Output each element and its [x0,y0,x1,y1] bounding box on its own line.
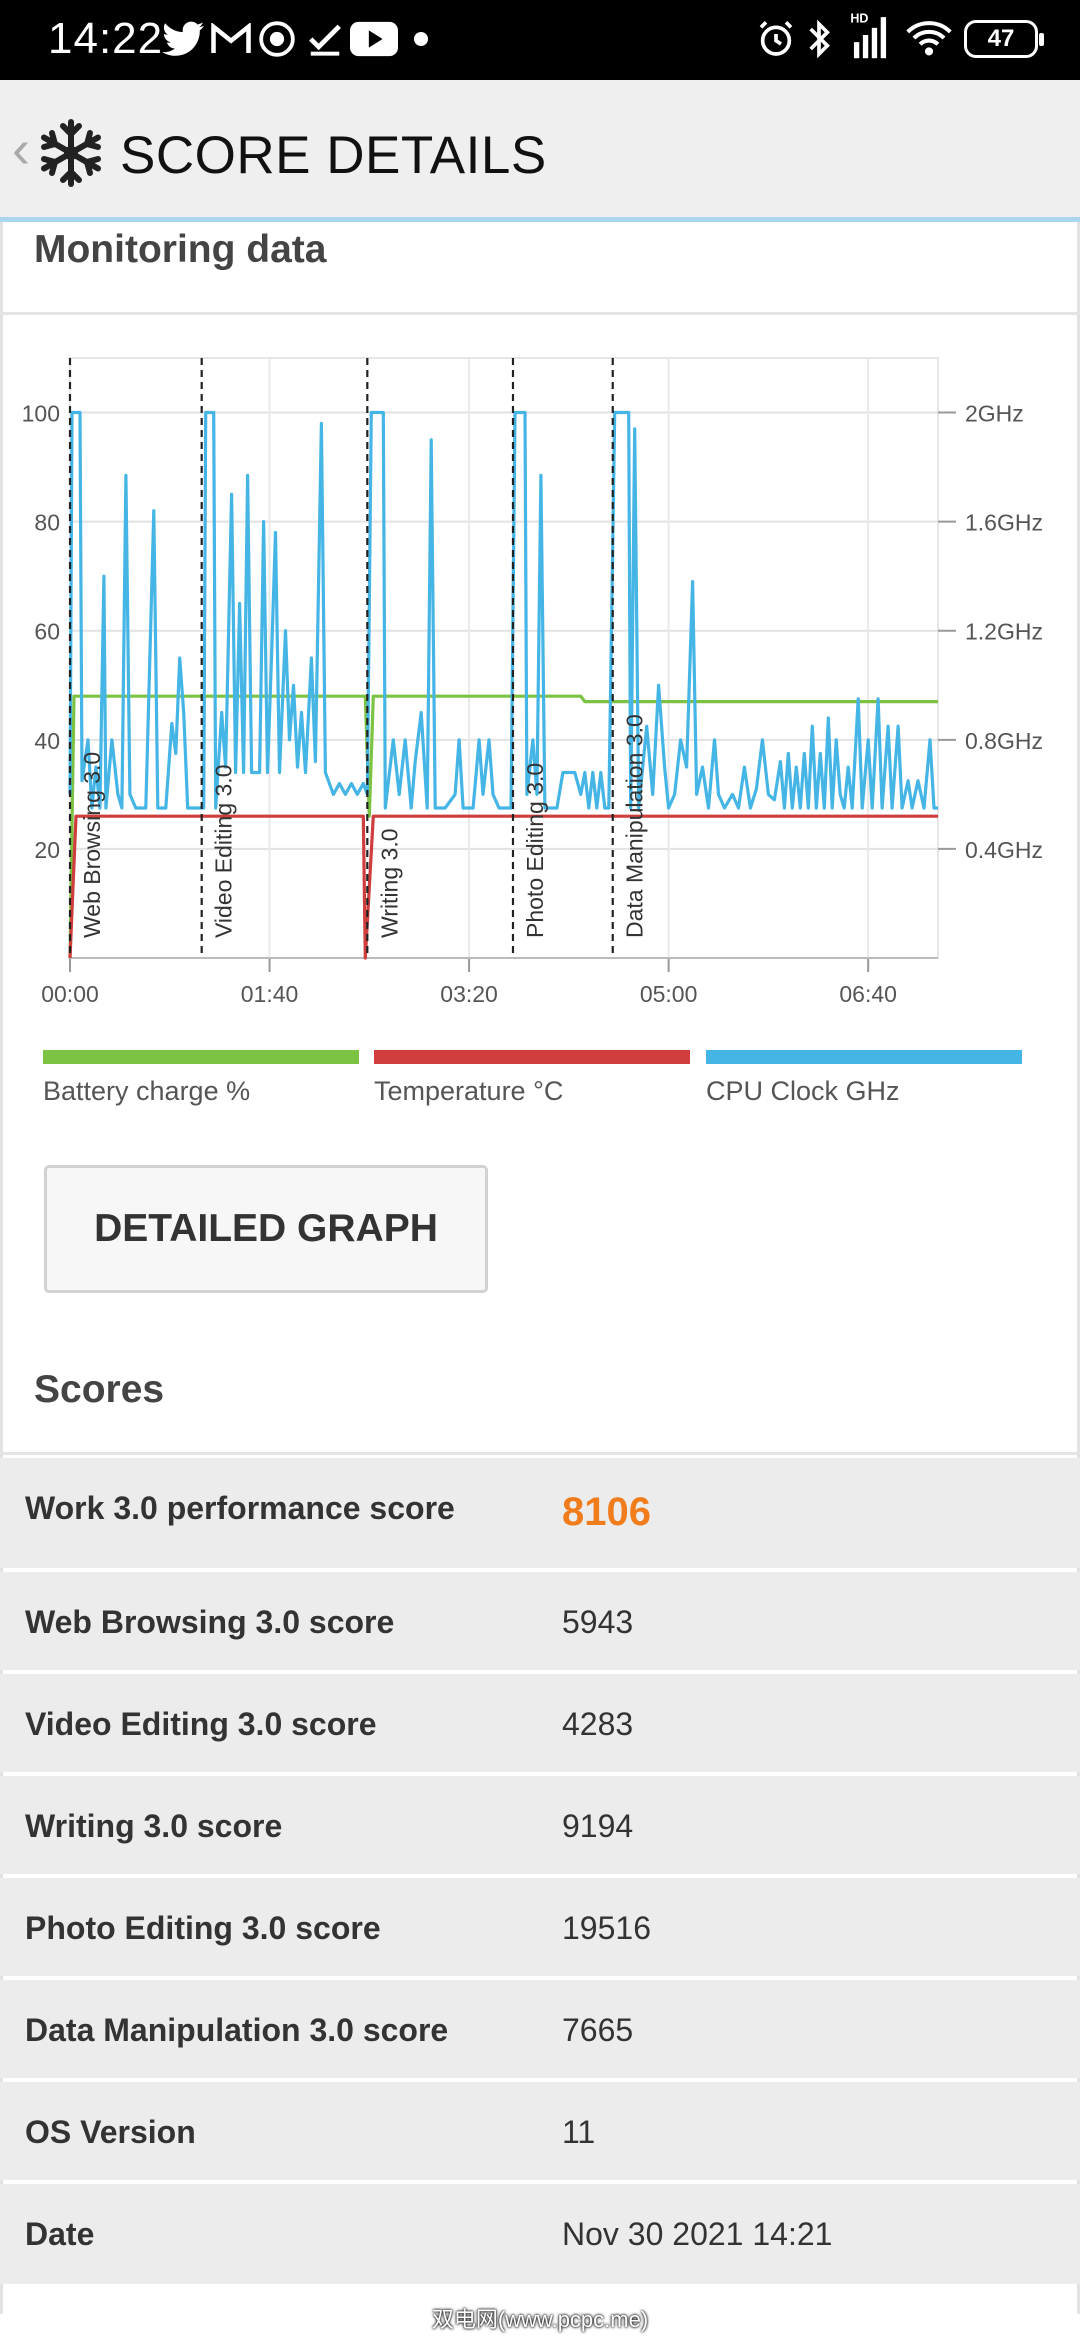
legend-swatch-temperature [374,1050,690,1064]
phase-marker-label: Photo Editing 3.0 [522,763,548,938]
signal-icon: HD [846,10,894,60]
legend-item-battery: Battery charge % [43,1050,359,1107]
watermark: 双电网(www.pcpc.me) [431,2307,649,2332]
status-bar: 14:22 HD 47 [0,0,1080,80]
legend-swatch-cpu-clock [706,1050,1022,1064]
notification-dot-icon [414,14,428,64]
score-value: 4283 [562,1706,634,1742]
monitoring-chart: 100 80 60 40 20 00:00 01:40 03:20 05:00 06:40 2GHz… [22,357,1043,1007]
phase-marker-label: Video Editing 3.0 [211,765,237,939]
score-value: 11 [562,2114,596,2150]
y-tick-label-right: 0.4GHz [965,837,1043,863]
chart-legend: Battery charge % Temperature °C CPU Cloc… [0,1050,1080,1110]
x-tick-label: 01:40 [241,981,299,1007]
battery-level: 47 [987,25,1015,52]
y-tick-label-right: 2GHz [965,401,1024,427]
series-line-cpu-clock [68,410,938,810]
legend-item-cpu-clock: CPU Clock GHz [706,1050,1022,1107]
wifi-icon [906,14,952,64]
app-header: ‹ SCORE DETAILS [0,80,1080,222]
x-tick-label: 03:20 [440,981,498,1007]
legend-item-temperature: Temperature °C [374,1050,690,1107]
page-title: SCORE DETAILS [120,126,547,185]
score-label: Work 3.0 performance score [25,1490,455,1526]
legend-label-battery: Battery charge % [43,1076,251,1106]
score-row: Photo Editing 3.0 score 19516 [0,1878,1080,1976]
score-label: Data Manipulation 3.0 score [25,2012,449,2048]
phase-marker-label: Data Manipulation 3.0 [622,714,648,938]
phase-marker-label: Web Browsing 3.0 [79,752,105,938]
y-tick-label-right: 1.6GHz [965,510,1043,536]
score-label: Writing 3.0 score [25,1808,283,1844]
status-time: 14:22 [48,14,164,63]
phase-marker-label: Writing 3.0 [376,828,402,938]
alarm-icon [756,14,796,64]
series-line-battery [68,694,938,959]
legend-label-temperature: Temperature °C [374,1076,564,1106]
legend-swatch-battery [43,1050,359,1064]
score-label: Photo Editing 3.0 score [25,1910,381,1946]
score-row: Work 3.0 performance score 8106 [0,1458,1080,1568]
score-row: Writing 3.0 score 9194 [0,1776,1080,1874]
y-tick-label-left: 100 [22,401,60,427]
screen-record-icon [258,14,296,64]
chevron-left-icon[interactable]: ‹ [12,119,30,179]
score-label: Web Browsing 3.0 score [25,1604,395,1640]
x-tick-label: 06:40 [839,981,897,1007]
score-value: 9194 [562,1808,634,1844]
score-label: OS Version [25,2114,196,2150]
score-row: Web Browsing 3.0 score 5943 [0,1572,1080,1670]
youtube-icon [350,14,398,64]
y-tick-label-left: 80 [34,510,60,536]
gmail-icon [210,14,252,64]
snowflake-icon [36,118,106,188]
y-tick-label-left: 60 [34,619,60,645]
y-tick-label-right: 0.8GHz [965,728,1043,754]
score-row: Date Nov 30 2021 14:21 [0,2184,1080,2284]
x-tick-label: 00:00 [41,981,99,1007]
score-value: 19516 [562,1910,651,1946]
monitoring-section-title: Monitoring data [34,228,327,271]
y-tick-label-left: 20 [34,837,60,863]
bluetooth-icon [806,14,832,64]
legend-label-cpu-clock: CPU Clock GHz [706,1076,900,1106]
score-row: Video Editing 3.0 score 4283 [0,1674,1080,1772]
score-label: Video Editing 3.0 score [25,1706,377,1742]
scores-divider [0,1452,1080,1455]
score-row: Data Manipulation 3.0 score 7665 [0,1980,1080,2078]
score-row: OS Version 11 [0,2082,1080,2180]
y-tick-label-left: 40 [34,728,60,754]
y-tick-label-right: 1.2GHz [965,619,1043,645]
monitoring-divider [0,312,1080,315]
detailed-graph-button[interactable]: DETAILED GRAPH [44,1165,488,1293]
x-tick-label: 05:00 [640,981,698,1007]
scores-section-title: Scores [34,1368,165,1411]
battery-icon: 47 [964,20,1044,58]
twitter-icon [162,14,204,64]
network-badge-label: HD [850,12,868,26]
plot-area [69,357,939,959]
task-check-icon [306,14,344,64]
series-line-temperature [68,814,938,960]
score-label: Date [25,2216,95,2252]
overall-score-value: 8106 [562,1490,651,1534]
score-value: 7665 [562,2012,634,2048]
score-value: Nov 30 2021 14:21 [562,2216,833,2252]
score-value: 5943 [562,1604,634,1640]
